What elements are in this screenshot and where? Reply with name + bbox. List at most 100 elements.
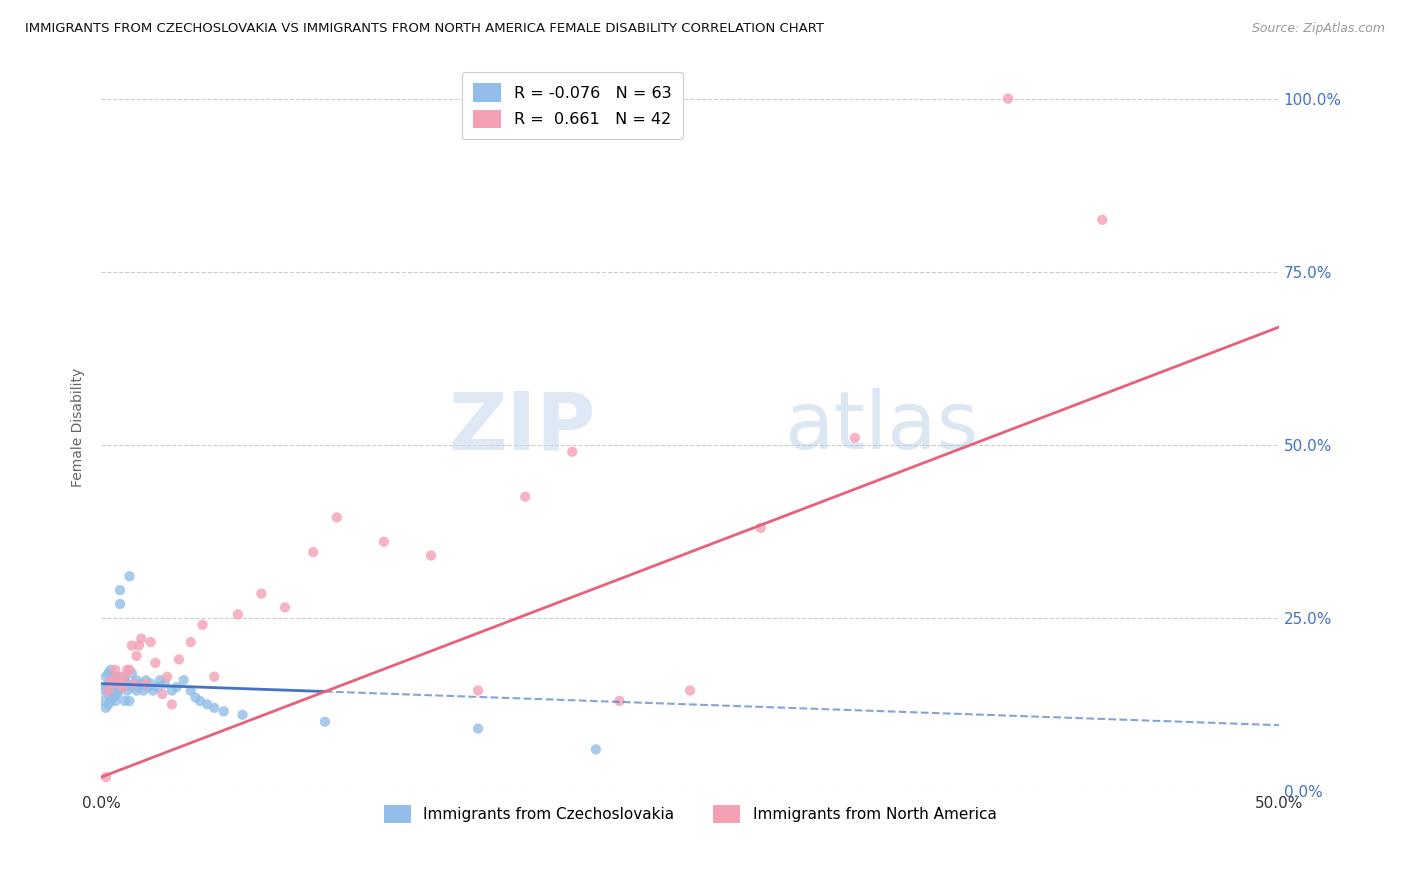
Point	[166, 680, 188, 694]
Point	[101, 680, 124, 694]
Point	[108, 676, 131, 690]
Point	[326, 510, 349, 524]
Point	[585, 742, 607, 756]
Point	[274, 600, 297, 615]
Point	[115, 676, 138, 690]
Point	[129, 632, 152, 646]
Legend: Immigrants from Czechoslovakia, Immigrants from North America: Immigrants from Czechoslovakia, Immigran…	[377, 797, 1004, 830]
Point	[94, 701, 117, 715]
Point	[844, 431, 866, 445]
Point	[232, 707, 254, 722]
Text: atlas: atlas	[785, 389, 979, 467]
Point	[467, 722, 489, 736]
Point	[97, 666, 120, 681]
Point	[173, 673, 195, 688]
Point	[114, 673, 136, 688]
Point	[107, 683, 129, 698]
Point	[121, 680, 143, 694]
Point	[142, 683, 165, 698]
Point	[93, 694, 115, 708]
Point	[188, 694, 211, 708]
Point	[146, 680, 169, 694]
Point	[100, 663, 122, 677]
Point	[111, 680, 134, 694]
Point	[139, 676, 162, 690]
Point	[160, 698, 183, 712]
Point	[180, 635, 202, 649]
Point	[94, 680, 117, 694]
Point	[100, 673, 122, 688]
Point	[167, 652, 190, 666]
Point	[373, 534, 395, 549]
Point	[136, 680, 159, 694]
Point	[93, 683, 115, 698]
Point	[145, 656, 167, 670]
Point	[125, 648, 148, 663]
Point	[125, 683, 148, 698]
Point	[108, 676, 131, 690]
Point	[104, 687, 127, 701]
Point	[195, 698, 218, 712]
Point	[121, 666, 143, 681]
Text: ZIP: ZIP	[449, 389, 596, 467]
Point	[114, 694, 136, 708]
Point	[515, 490, 537, 504]
Point	[184, 690, 207, 705]
Point	[97, 687, 120, 701]
Point	[135, 676, 157, 690]
Point	[302, 545, 325, 559]
Point	[202, 701, 225, 715]
Point	[467, 683, 489, 698]
Point	[118, 569, 141, 583]
Point	[115, 683, 138, 698]
Point	[135, 673, 157, 688]
Point	[128, 639, 150, 653]
Point	[212, 704, 235, 718]
Point	[202, 670, 225, 684]
Point	[111, 670, 134, 684]
Point	[118, 694, 141, 708]
Point	[100, 683, 122, 698]
Point	[107, 687, 129, 701]
Text: IMMIGRANTS FROM CZECHOSLOVAKIA VS IMMIGRANTS FROM NORTH AMERICA FEMALE DISABILIT: IMMIGRANTS FROM CZECHOSLOVAKIA VS IMMIGR…	[25, 22, 824, 36]
Point	[1091, 212, 1114, 227]
Point	[156, 670, 179, 684]
Point	[250, 587, 273, 601]
Point	[139, 635, 162, 649]
Point	[107, 670, 129, 684]
Point	[997, 92, 1019, 106]
Point	[149, 673, 172, 688]
Point	[108, 597, 131, 611]
Point	[749, 521, 772, 535]
Point	[132, 683, 155, 698]
Point	[122, 676, 145, 690]
Point	[129, 676, 152, 690]
Point	[111, 680, 134, 694]
Point	[104, 670, 127, 684]
Point	[679, 683, 702, 698]
Point	[191, 617, 214, 632]
Point	[94, 670, 117, 684]
Point	[100, 673, 122, 688]
Point	[121, 639, 143, 653]
Point	[314, 714, 336, 729]
Point	[97, 676, 120, 690]
Point	[115, 663, 138, 677]
Point	[122, 676, 145, 690]
Point	[104, 663, 127, 677]
Point	[160, 683, 183, 698]
Point	[180, 683, 202, 698]
Point	[125, 673, 148, 688]
Point	[118, 663, 141, 677]
Point	[153, 676, 176, 690]
Point	[104, 694, 127, 708]
Point	[101, 690, 124, 705]
Point	[152, 687, 174, 701]
Y-axis label: Female Disability: Female Disability	[72, 368, 86, 487]
Point	[97, 683, 120, 698]
Point	[100, 694, 122, 708]
Point	[561, 444, 583, 458]
Text: Source: ZipAtlas.com: Source: ZipAtlas.com	[1251, 22, 1385, 36]
Point	[101, 683, 124, 698]
Point	[107, 673, 129, 688]
